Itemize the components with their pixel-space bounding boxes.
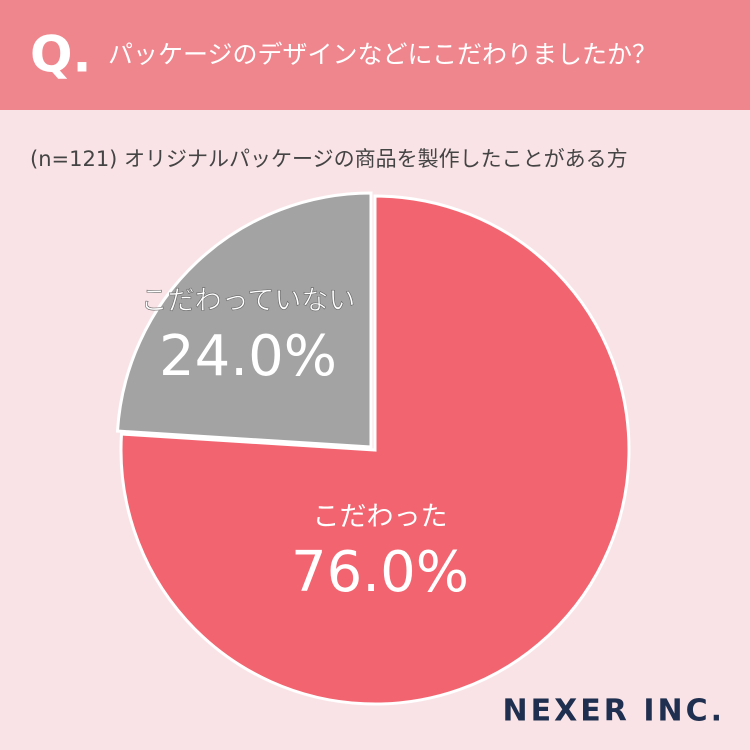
slice-category-label: こだわっていない bbox=[141, 286, 356, 317]
question-title: パッケージのデザインなどにこだわりましたか？ bbox=[108, 40, 657, 69]
slice-category-label: こだわった bbox=[313, 502, 448, 533]
slice-value-label: 76.0% bbox=[291, 540, 469, 605]
header-band bbox=[0, 0, 750, 110]
pie: こだわった 76.0% こだわっていない 24.0% bbox=[115, 191, 631, 706]
pie-slice bbox=[119, 194, 631, 706]
brand-logo: NEXER INC. bbox=[503, 694, 725, 729]
subtitle: (n=121) オリジナルパッケージの商品を製作したことがある方 bbox=[30, 147, 628, 171]
question-mark: Q. bbox=[30, 26, 92, 84]
pie-slice bbox=[115, 191, 373, 449]
slice-value-label: 24.0% bbox=[159, 324, 337, 389]
